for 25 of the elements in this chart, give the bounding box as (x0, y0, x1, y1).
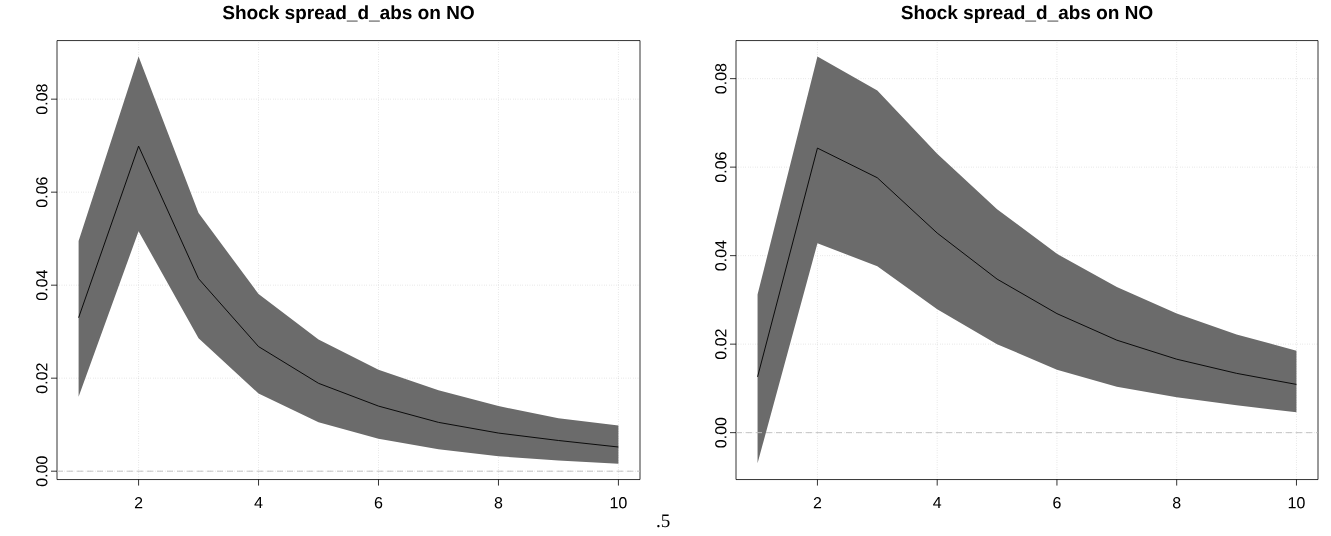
y-tick-label: 0.00 (715, 417, 727, 448)
text: .5 (657, 514, 670, 528)
y-tick-label: 0.06 (715, 152, 727, 183)
x-tick-label: 4 (254, 497, 263, 509)
x-tick-label: 10 (610, 497, 627, 509)
y-tick-label: 0.04 (36, 270, 48, 301)
y-tick-label: 0.02 (36, 363, 48, 394)
y-tick-label: 0.02 (715, 329, 727, 360)
y-tick-label: 0.08 (36, 84, 48, 115)
x-tick-label: 4 (933, 497, 942, 509)
line-series (78, 145, 619, 448)
x-tick-label: 2 (813, 497, 822, 509)
y-tick-label: 0.08 (715, 63, 727, 94)
line-series (757, 147, 1297, 386)
x-tick-label: 2 (134, 497, 143, 509)
y-tick-label: 0.06 (36, 177, 48, 208)
x-tick-label: 10 (1288, 497, 1305, 509)
x-tick-label: 6 (1053, 497, 1061, 509)
x-tick-label: 6 (374, 497, 383, 509)
chart-title: Shock spread_d_abs on NO (222, 5, 474, 24)
x-tick-label: 8 (494, 497, 503, 509)
y-tick-label: 0.00 (36, 456, 48, 487)
y-tick-label: 0.04 (715, 240, 727, 271)
chart-title: Shock spread_d_abs on NO (901, 5, 1153, 24)
x-tick-label: 8 (1172, 497, 1181, 509)
